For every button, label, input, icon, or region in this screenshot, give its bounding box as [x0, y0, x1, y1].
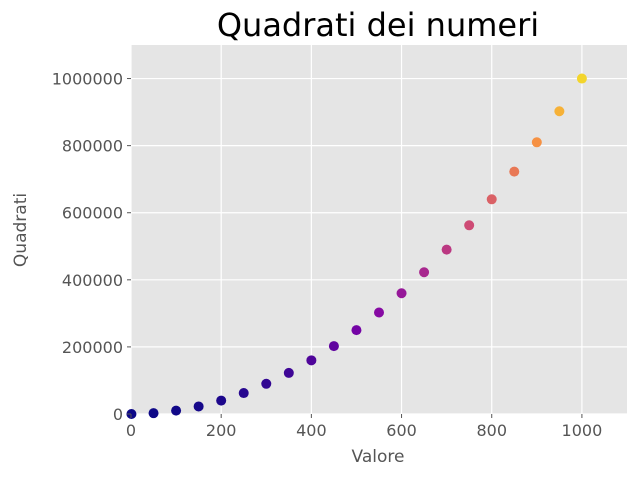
- data-point: [306, 355, 317, 366]
- y-tick-label: 400000: [62, 271, 123, 290]
- data-point: [238, 388, 249, 399]
- plot-area: [131, 45, 627, 414]
- data-point: [464, 220, 475, 231]
- data-point: [531, 137, 542, 148]
- data-point: [509, 166, 520, 177]
- y-axis-label: Quadrati: [11, 193, 31, 267]
- data-point: [374, 307, 384, 318]
- x-axis-label: Valore: [352, 447, 405, 467]
- x-tick-label: 1000: [562, 421, 603, 440]
- data-point: [216, 395, 227, 406]
- x-tick-label: 0: [126, 421, 136, 440]
- y-tick-label: 800000: [62, 137, 123, 156]
- x-tick-label: 200: [206, 421, 237, 440]
- x-tick-label: 600: [386, 421, 417, 440]
- data-point: [148, 408, 159, 419]
- data-points: [126, 73, 587, 419]
- data-point: [261, 378, 272, 389]
- y-tick-label: 200000: [62, 338, 123, 357]
- y-tick-label: 600000: [62, 204, 123, 223]
- x-tick-label: 800: [476, 421, 507, 440]
- chart-title: Quadrati dei numeri: [217, 6, 539, 44]
- y-tick-label: 1000000: [52, 70, 123, 89]
- data-point: [193, 401, 204, 412]
- data-point: [441, 244, 452, 255]
- data-point: [328, 341, 339, 352]
- data-point: [576, 73, 587, 84]
- data-point: [396, 288, 407, 299]
- data-point: [171, 405, 182, 416]
- x-tick-label: 400: [296, 421, 327, 440]
- data-point: [351, 325, 362, 336]
- data-point: [486, 194, 497, 205]
- data-point: [419, 267, 430, 278]
- data-point: [283, 367, 294, 378]
- y-tick-label: 0: [113, 405, 123, 424]
- data-point: [126, 408, 137, 419]
- x-axis-ticks: 0 200 400 600 800 1000: [126, 414, 602, 440]
- grid: [130, 45, 627, 415]
- y-axis-ticks: 0 200000 400000 600000 800000 1000000: [52, 70, 131, 424]
- data-point: [554, 106, 565, 117]
